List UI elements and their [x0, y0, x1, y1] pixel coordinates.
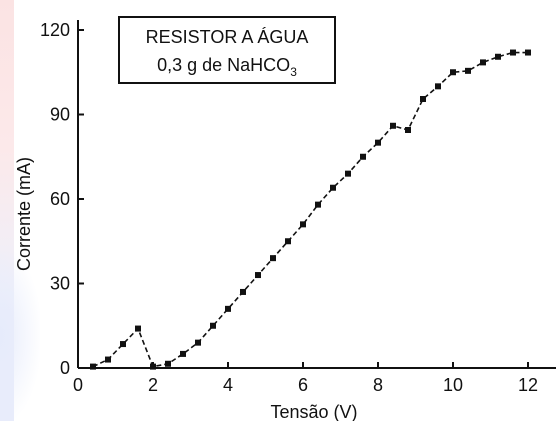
annotation-frame: [118, 16, 336, 84]
y-tick-label: 60: [50, 189, 70, 209]
x-tick-label: 12: [518, 375, 538, 395]
x-axis-title: Tensão (V): [270, 402, 357, 421]
data-point-marker: [255, 272, 261, 279]
x-tick-label: 10: [443, 375, 463, 395]
data-point-marker: [315, 201, 321, 208]
data-point-marker: [345, 170, 351, 177]
x-tick-label: 0: [73, 375, 83, 395]
annotation-line-2-main: 0,3 g de NaHCO: [157, 55, 290, 75]
data-point-marker: [90, 363, 96, 370]
annotation-line-2-subscript: 3: [290, 65, 297, 79]
y-tick-label: 120: [40, 20, 70, 40]
x-tick-label: 2: [148, 375, 158, 395]
data-point-marker: [105, 356, 111, 363]
data-point-marker: [375, 139, 381, 146]
data-point-marker: [135, 325, 141, 332]
data-point-marker: [420, 96, 426, 103]
data-point-marker: [510, 49, 516, 56]
data-point-marker: [150, 363, 156, 370]
data-point-marker: [240, 288, 246, 295]
annotation-line-2: 0,3 g de NaHCO3: [157, 55, 297, 79]
y-tick-label: 90: [50, 105, 70, 125]
data-point-marker: [195, 339, 201, 346]
annotation-line-1: RESISTOR A ÁGUA: [146, 27, 309, 47]
data-point-marker: [270, 255, 276, 262]
background-tint-blob: [0, 250, 40, 421]
data-point-marker: [180, 350, 186, 357]
series-layer: [90, 49, 531, 370]
data-point-marker: [120, 341, 126, 348]
data-point-marker: [225, 305, 231, 312]
data-point-marker: [330, 184, 336, 191]
data-point-marker: [480, 59, 486, 66]
x-tick-label: 4: [223, 375, 233, 395]
annotation-box: RESISTOR A ÁGUA 0,3 g de NaHCO3: [118, 16, 336, 84]
x-tick-label: 8: [373, 375, 383, 395]
data-point-marker: [495, 53, 501, 60]
data-point-marker: [435, 83, 441, 90]
data-point-marker: [300, 221, 306, 228]
y-axis-title: Corrente (mA): [14, 157, 34, 271]
data-point-marker: [210, 322, 216, 329]
y-tick-label: 0: [60, 358, 70, 378]
data-point-marker: [405, 126, 411, 133]
series-line: [92, 51, 528, 368]
data-point-marker: [165, 360, 171, 367]
data-point-marker: [525, 49, 531, 56]
x-tick-label: 6: [298, 375, 308, 395]
y-tick-label: 30: [50, 274, 70, 294]
data-point-marker: [360, 153, 366, 160]
data-point-marker: [285, 238, 291, 245]
data-point-marker: [390, 122, 396, 129]
data-point-marker: [465, 67, 471, 74]
data-point-marker: [450, 69, 456, 76]
